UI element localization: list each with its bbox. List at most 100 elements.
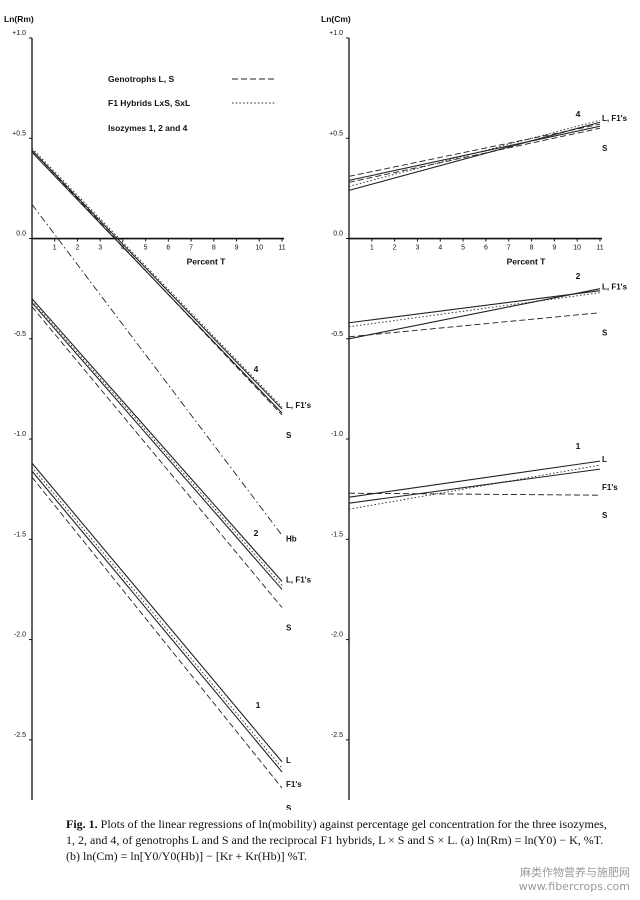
legend: Genotrophs L, S F1 Hybrids LxS, SxL Isozym…: [108, 74, 276, 133]
y-tick-label: -2.0: [14, 632, 26, 639]
series-line: [31, 300, 283, 586]
y-tick-label: +0.5: [329, 130, 343, 137]
x-tick-label: 9: [552, 245, 556, 252]
y-tick-label: +1.0: [329, 30, 343, 37]
series-line: [31, 302, 283, 590]
series-line: [348, 464, 601, 510]
series-line: [348, 312, 601, 338]
watermark: 麻类作物营养与施肥网 www.fibercrops.com: [519, 866, 630, 894]
x-tick-label: 5: [144, 245, 148, 252]
x-tick-label: 7: [189, 245, 193, 252]
series-line: [31, 204, 283, 536]
series-line: [348, 460, 601, 498]
x-tick-label: 1: [53, 245, 57, 252]
end-label: S: [286, 623, 292, 632]
y-tick-label: -1.0: [331, 431, 343, 438]
y-tick-label: -2.5: [331, 732, 343, 739]
series-line: [348, 290, 601, 324]
series-line: [348, 125, 601, 181]
legend-label: Isozymes 1, 2 and 4: [108, 123, 188, 133]
x-tick-label: 3: [98, 245, 102, 252]
watermark-line-1: 麻类作物营养与施肥网: [520, 866, 630, 879]
x-tick-label: 2: [393, 245, 397, 252]
y-tick-label: -1.5: [331, 531, 343, 538]
x-tick-label: 4: [121, 245, 125, 252]
x-tick-label: 9: [235, 245, 239, 252]
series-line: [31, 306, 283, 608]
x-tick-label: 8: [212, 245, 216, 252]
series-line: [31, 149, 283, 410]
y-tick-label: 0.0: [333, 231, 343, 238]
series-line: [348, 288, 601, 340]
x-tick-label: 1: [370, 245, 374, 252]
end-label: S: [286, 804, 292, 810]
series-line: [31, 298, 283, 582]
end-label: L: [286, 756, 291, 765]
series-line: [31, 462, 283, 763]
series-line: [348, 121, 601, 191]
x-tick-label: 6: [166, 245, 170, 252]
legend-label: F1 Hybrids LxS, SxL: [108, 98, 190, 108]
series-line: [348, 468, 601, 504]
x-tick-label: 5: [461, 245, 465, 252]
y-tick-label: +1.0: [12, 30, 26, 37]
group-label: 1: [576, 441, 581, 451]
series-line: [348, 292, 601, 328]
end-label: L, F1's: [286, 401, 312, 410]
caption-text: Plots of the linear regressions of ln(mo…: [66, 817, 607, 863]
x-tick-label: 10: [255, 245, 263, 252]
end-label: S: [602, 144, 608, 153]
x-tick-label: 3: [416, 245, 420, 252]
caption-lead: Fig. 1.: [66, 817, 98, 831]
y-tick-label: +0.5: [12, 130, 26, 137]
y-tick-label: 0.0: [16, 231, 26, 238]
y-tick-label: -1.5: [14, 531, 26, 538]
end-label: Hb: [286, 534, 297, 543]
end-label: L: [602, 455, 607, 464]
y-tick-label: -1.0: [14, 431, 26, 438]
y-axis-label: Ln(Cm): [321, 14, 351, 24]
y-axis-label: Ln(Rm): [4, 14, 34, 24]
end-label: S: [286, 431, 292, 440]
legend-label: Genotrophs L, S: [108, 74, 174, 84]
panel-b: +1.0 +0.5 0.0 -0.5 -1.0 -1.5 -2.0 -2.5 1 2 3 4 5 6 7 8 9…: [321, 14, 628, 800]
y-tick-label: -2.0: [331, 632, 343, 639]
series-line: [348, 127, 601, 183]
x-tick-label: 8: [530, 245, 534, 252]
y-tick-label: -0.5: [331, 331, 343, 338]
panel-a: +1.0 +0.5 0.0 -0.5 -1.0 -1.5 -2.0 -2.5 1 2 3 4 5 6 7 8 9…: [4, 14, 312, 810]
x-tick-label: 10: [573, 245, 581, 252]
x-tick-label: 7: [507, 245, 511, 252]
series-line: [348, 492, 601, 496]
x-axis-label: Percent T: [187, 257, 227, 267]
end-label: F1's: [602, 483, 618, 492]
end-label: L, F1's: [602, 114, 628, 123]
group-label: 2: [254, 528, 259, 538]
end-label: F1's: [286, 780, 302, 789]
x-tick-label: 11: [596, 245, 603, 252]
end-label: L, F1's: [286, 575, 312, 584]
x-tick-label: 4: [438, 245, 442, 252]
end-label: S: [602, 511, 608, 520]
group-label: 4: [254, 364, 259, 374]
x-tick-label: 2: [76, 245, 80, 252]
group-label: 2: [576, 271, 581, 281]
watermark-line-2: www.fibercrops.com: [518, 880, 630, 893]
series-line: [31, 147, 283, 408]
end-label: L, F1's: [602, 283, 628, 292]
series-line: [31, 476, 283, 789]
series-line: [31, 466, 283, 769]
group-label: 1: [256, 700, 261, 710]
series-line: [31, 151, 283, 414]
series-line: [348, 123, 601, 177]
x-tick-label: 11: [278, 245, 285, 252]
series-line: [31, 470, 283, 773]
end-label: S: [602, 329, 608, 338]
figure-plot: +1.0 +0.5 0.0 -0.5 -1.0 -1.5 -2.0 -2.5 1 2 3 4 5 6 7 8 9…: [4, 14, 628, 810]
figure-caption: Fig. 1. Plots of the linear regressions …: [66, 816, 614, 864]
y-tick-label: -0.5: [14, 331, 26, 338]
x-axis-label: Percent T: [507, 257, 547, 267]
y-tick-label: -2.5: [14, 732, 26, 739]
x-tick-label: 6: [484, 245, 488, 252]
group-label: 4: [576, 109, 581, 119]
